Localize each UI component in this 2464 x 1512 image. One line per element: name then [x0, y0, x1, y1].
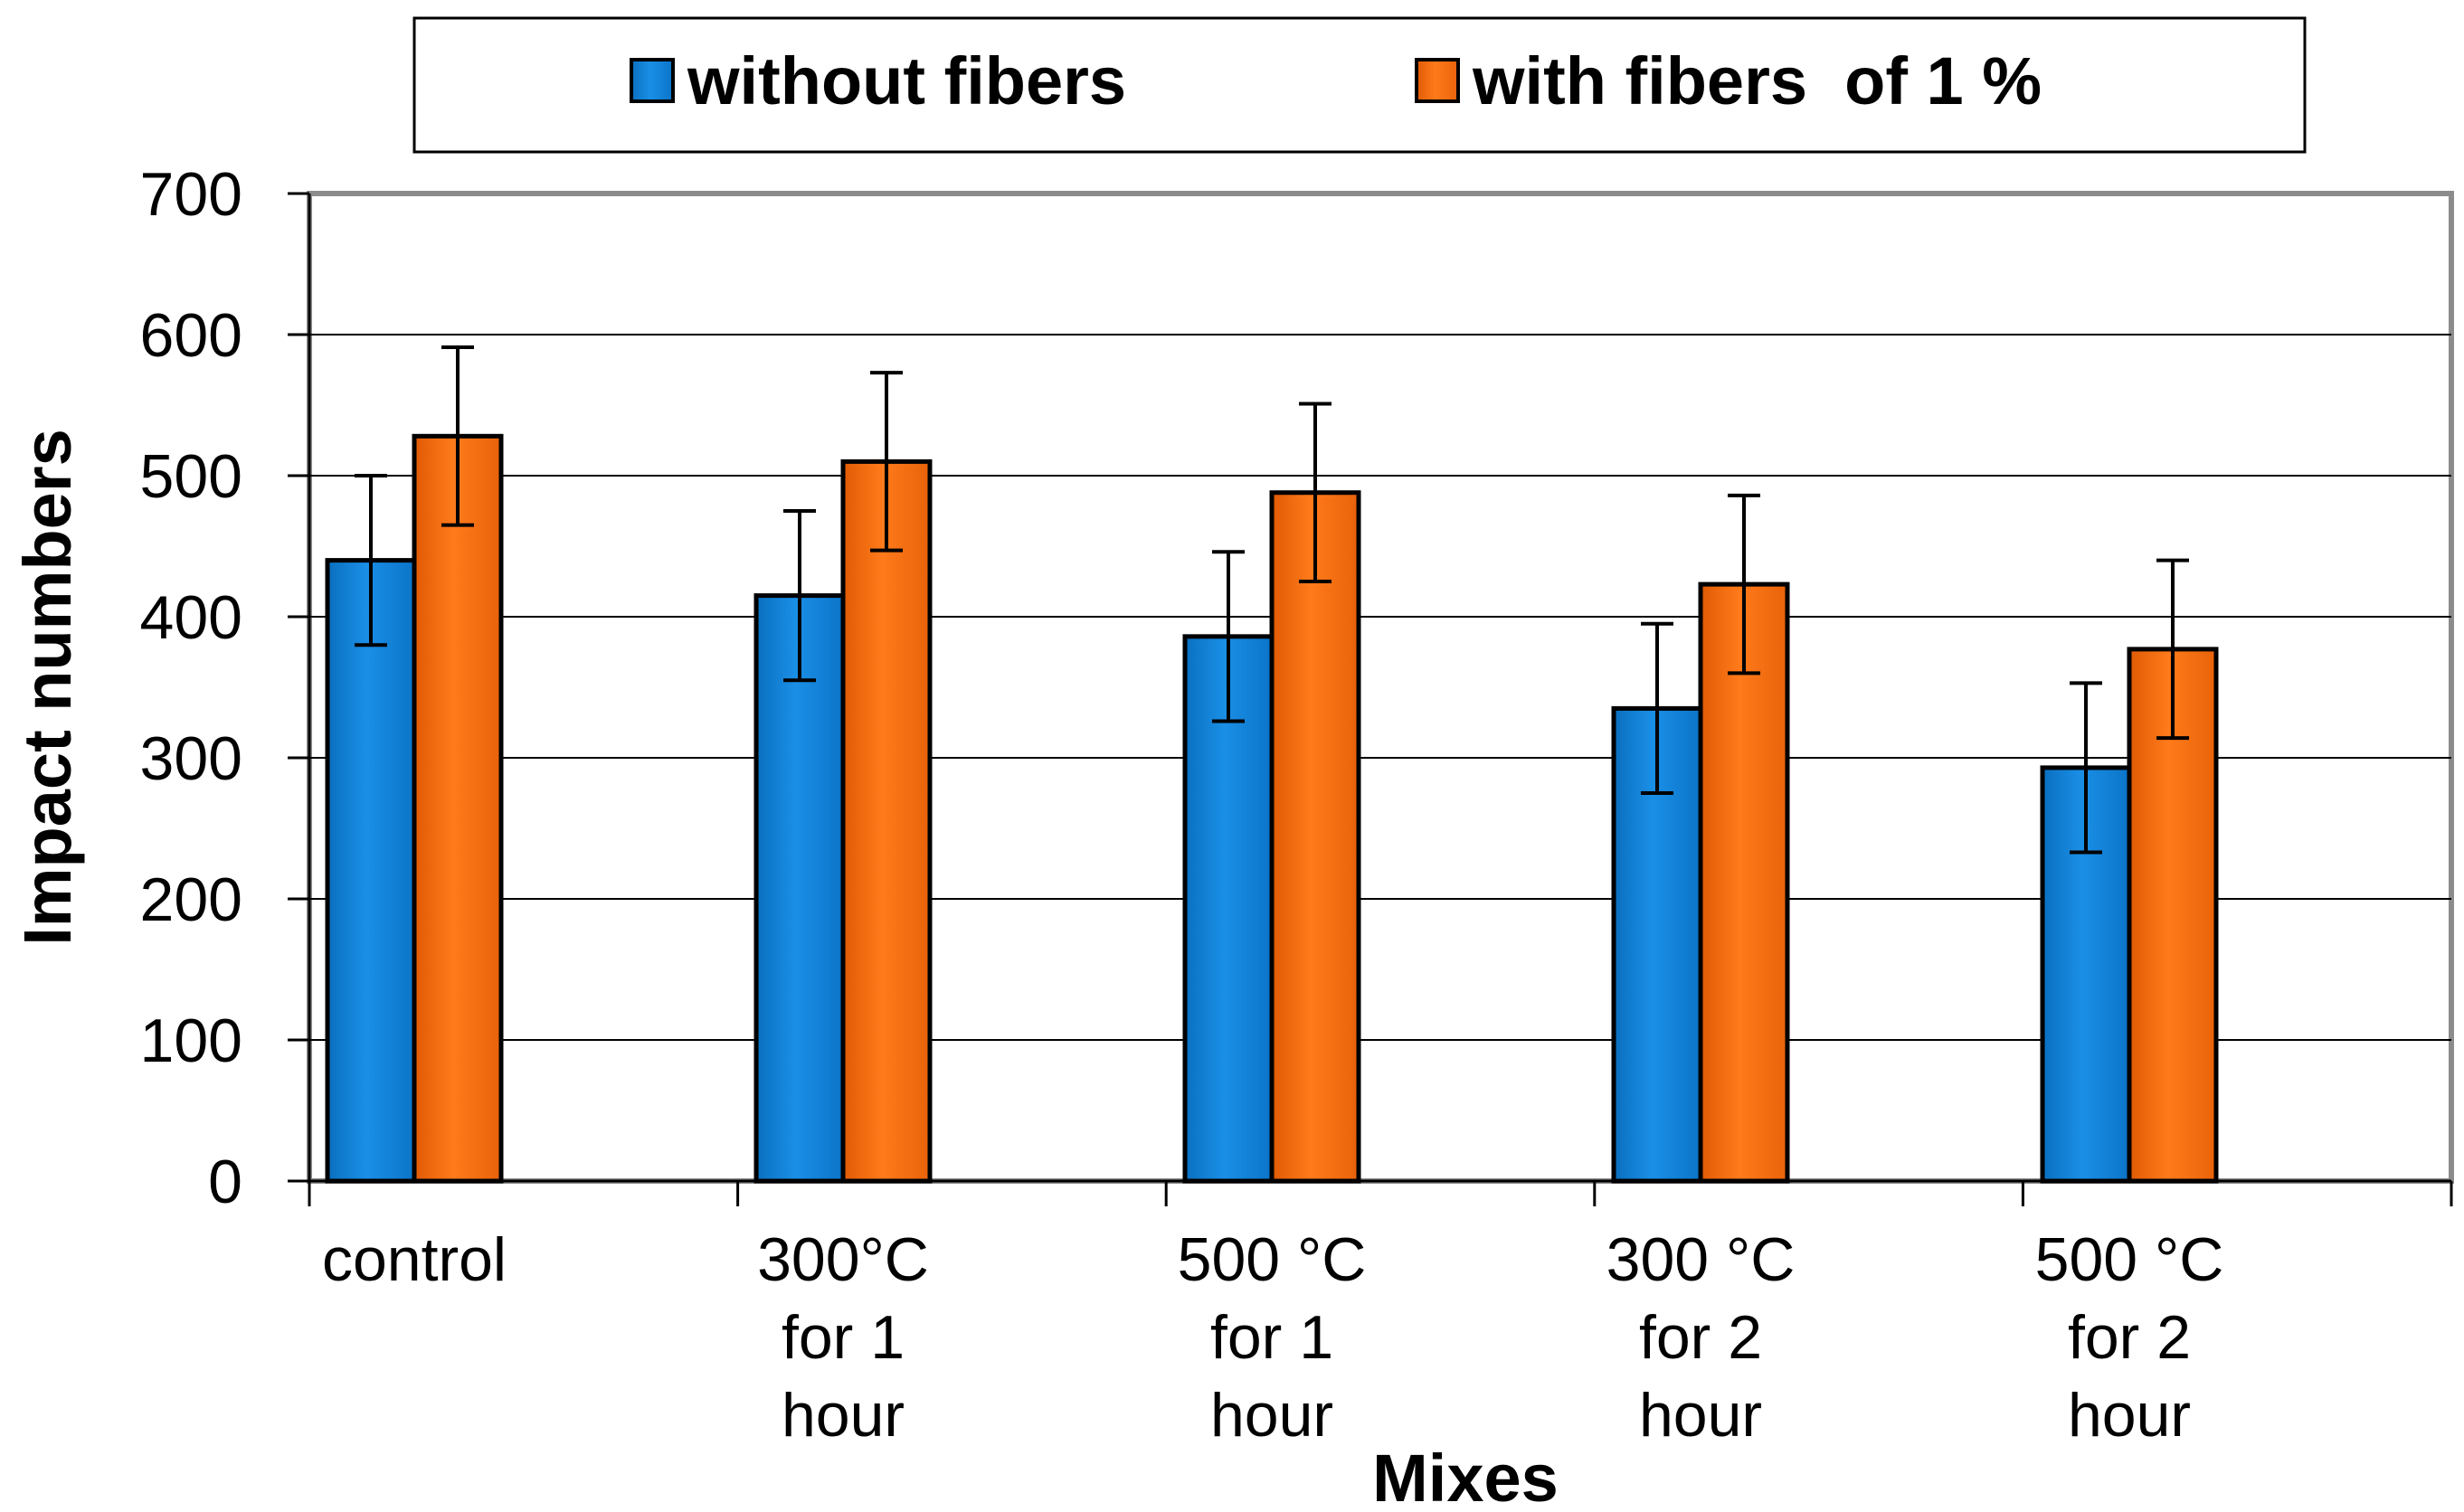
- y-tick-label: 0: [208, 1148, 242, 1216]
- bar-with-fibers: [1698, 581, 1790, 1184]
- x-axis-title: Mixes: [1372, 1441, 1559, 1512]
- x-tick-label: 500 °C for 1 hour: [1178, 1225, 1367, 1450]
- bar-without-fibers: [753, 593, 846, 1184]
- x-tick-label-line: control: [322, 1225, 507, 1294]
- y-tick-label: 500: [140, 442, 242, 511]
- x-tick-label-line: hour: [2068, 1381, 2191, 1450]
- x-tick-label-line: 300 °C: [1606, 1225, 1796, 1294]
- x-tick-label-line: hour: [1639, 1381, 1762, 1450]
- legend-swatch-without-fibers: [630, 58, 675, 103]
- legend-swatch-with-fibers: [1415, 58, 1460, 103]
- y-tick-label: 300: [140, 724, 242, 793]
- x-tick-label: control: [322, 1225, 507, 1294]
- y-axis-title: Impact numbers: [10, 429, 85, 946]
- bar-without-fibers: [325, 558, 417, 1184]
- x-tick-label: 300°C for 1 hour: [757, 1225, 929, 1450]
- y-tick-label: 700: [140, 160, 242, 229]
- bar-without-fibers: [1182, 634, 1275, 1184]
- y-tick-label: 600: [140, 301, 242, 370]
- bar-with-fibers: [412, 433, 504, 1184]
- x-tick-label-line: for 2: [2068, 1303, 2191, 1372]
- x-tick-label-line: hour: [782, 1381, 905, 1450]
- x-tick-label-line: hour: [1210, 1381, 1333, 1450]
- y-tick-label: 100: [140, 1006, 242, 1075]
- legend-box: [412, 16, 2307, 154]
- bar-with-fibers: [840, 458, 933, 1184]
- bar-with-fibers: [1269, 490, 1361, 1184]
- y-axis: 0 100 200 300 400 500 600 700: [140, 160, 311, 1216]
- y-tick-label: 200: [140, 865, 242, 934]
- x-tick-label-line: 500 °C: [1178, 1225, 1367, 1294]
- legend-label-without-fibers: without fibers: [687, 43, 1126, 118]
- x-tick-label-line: for 1: [782, 1303, 905, 1372]
- legend: without fibers with fibers of 1 %: [630, 43, 2042, 118]
- x-tick-label-line: for 1: [1210, 1303, 1333, 1372]
- error-bars: [355, 345, 2189, 855]
- x-tick-label: 500 °C for 2 hour: [2035, 1225, 2224, 1450]
- x-tick-label-line: for 2: [1639, 1303, 1762, 1372]
- x-tick-label-line: 500 °C: [2035, 1225, 2224, 1294]
- x-tick-label-line: 300°C: [757, 1225, 929, 1294]
- y-tick-label: 400: [140, 583, 242, 652]
- legend-label-with-fibers: with fibers of 1 %: [1472, 43, 2042, 118]
- x-tick-label: 300 °C for 2 hour: [1606, 1225, 1796, 1450]
